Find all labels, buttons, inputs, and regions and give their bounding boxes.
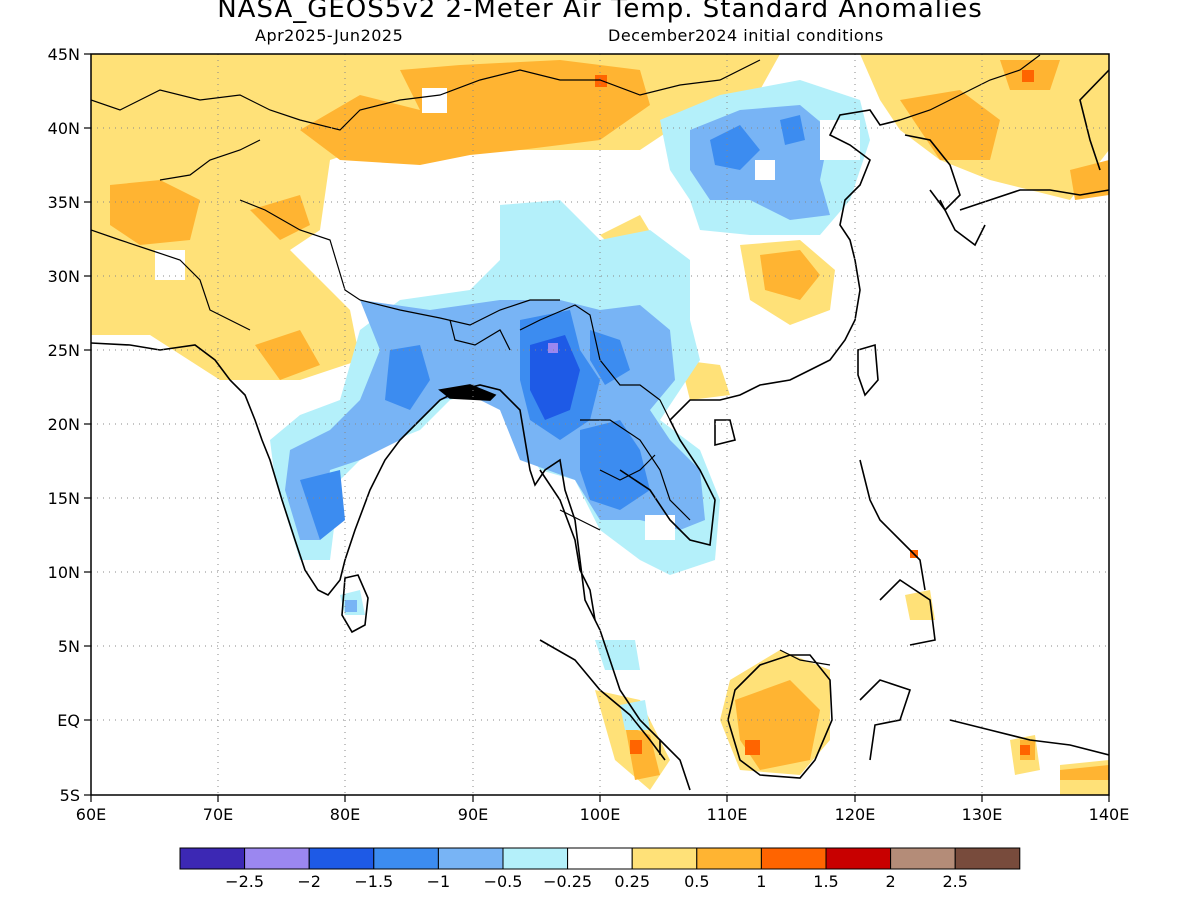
warm-strong-anomaly xyxy=(595,70,1034,755)
lat-label: 35N xyxy=(48,193,80,212)
lon-label: 120E xyxy=(835,805,876,824)
colorbar-label: −0.5 xyxy=(484,872,523,891)
colorbar-swatch xyxy=(890,847,956,870)
colorbar-label: −0.25 xyxy=(543,872,592,891)
lat-label: 25N xyxy=(48,341,80,360)
lon-label: 130E xyxy=(962,805,1003,824)
initial-conditions: December2024 initial conditions xyxy=(608,26,884,45)
lat-label: 40N xyxy=(48,119,80,138)
lat-label: 20N xyxy=(48,415,80,434)
colorbar-swatch xyxy=(179,847,246,870)
lat-label: 45N xyxy=(48,45,80,64)
lon-label: 90E xyxy=(458,805,488,824)
colorbar-label: 1 xyxy=(756,872,766,891)
colorbar-label: 2.5 xyxy=(942,872,967,891)
lon-label: 60E xyxy=(76,805,106,824)
longitude-labels: 60E 70E 80E 90E 100E 110E 120E 130E 140E xyxy=(76,805,1130,824)
colorbar-label: 1.5 xyxy=(813,872,838,891)
axis-ticks xyxy=(84,53,1110,802)
lon-label: 110E xyxy=(707,805,748,824)
colorbar-swatch xyxy=(567,847,633,870)
colorbar-swatch xyxy=(954,847,1021,870)
lat-label: 10N xyxy=(48,563,80,582)
coastlines xyxy=(91,69,1109,791)
colorbar-swatch xyxy=(308,847,375,870)
colorbar-swatch xyxy=(631,847,698,870)
lon-label: 80E xyxy=(330,805,360,824)
near-normal-patches xyxy=(155,88,860,540)
forecast-period: Apr2025-Jun2025 xyxy=(255,26,404,45)
colorbar-label: −1.5 xyxy=(354,872,393,891)
lat-label: EQ xyxy=(57,711,80,730)
colorbar-label: −2 xyxy=(297,872,321,891)
colorbar: −2.5 −2 −1.5 −1 −0.5 −0.25 0.25 0.5 1 1.5 2 2.5 xyxy=(179,847,1021,891)
lat-label: 30N xyxy=(48,267,80,286)
colorbar-label: 0.5 xyxy=(684,872,709,891)
lon-label: 70E xyxy=(203,805,233,824)
lat-label: 5S xyxy=(60,786,80,805)
colorbar-swatch xyxy=(760,847,827,870)
colorbar-swatch xyxy=(825,847,892,870)
anomaly-field xyxy=(91,54,1109,795)
colorbar-label: 0.25 xyxy=(614,872,650,891)
colorbar-swatch xyxy=(373,847,439,870)
colorbar-swatch xyxy=(437,847,504,870)
lat-label: 15N xyxy=(48,489,80,508)
colorbar-swatch xyxy=(696,847,762,870)
cool-very-strong-anomaly xyxy=(530,335,580,420)
colorbar-label: −2.5 xyxy=(225,872,264,891)
colorbar-label: −1 xyxy=(427,872,451,891)
lon-label: 140E xyxy=(1089,805,1130,824)
colorbar-swatch xyxy=(244,847,310,870)
lon-label: 100E xyxy=(580,805,621,824)
cool-extreme-anomaly xyxy=(548,343,558,353)
colorbar-swatch xyxy=(502,847,569,870)
latitude-labels: 45N 40N 35N 30N 25N 20N 15N 10N 5N EQ 5S xyxy=(48,45,80,805)
map-title: NASA_GEOS5v2 2-Meter Air Temp. Standard … xyxy=(217,0,983,24)
colorbar-label: 2 xyxy=(886,872,896,891)
lat-label: 5N xyxy=(58,637,80,656)
